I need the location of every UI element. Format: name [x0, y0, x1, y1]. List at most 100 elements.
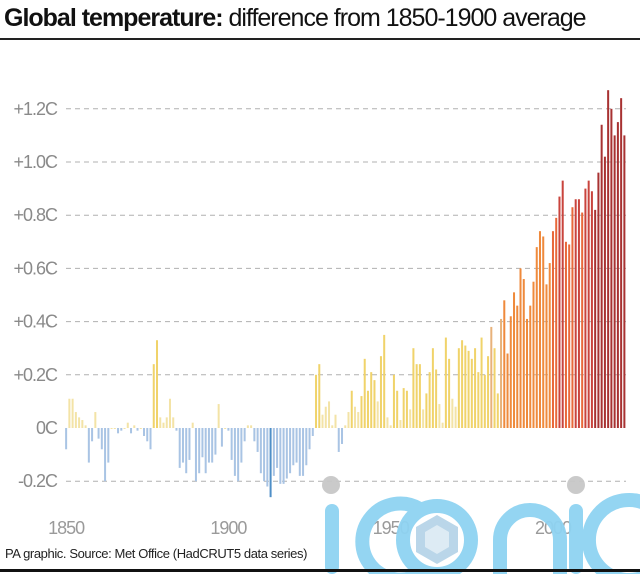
bar-1941: [360, 396, 363, 428]
bar-1999: [548, 263, 551, 428]
bar-1896: [214, 428, 217, 455]
bar-1993: [529, 305, 532, 428]
bar-1981: [490, 326, 493, 428]
bar-1927: [315, 374, 318, 428]
bar-1965: [438, 404, 441, 428]
bar-1907: [250, 425, 253, 428]
bar-1938: [350, 390, 353, 428]
y-axis-ticks: -0.2C 0C +0.2C +0.4C +0.6C +0.8C +1.0C +1.2C: [13, 99, 59, 491]
bar-2014: [597, 172, 600, 428]
bar-1905: [243, 428, 246, 442]
bar-1865: [113, 428, 116, 429]
bar-2013: [594, 209, 597, 428]
bar-1854: [78, 417, 81, 428]
bar-1858: [91, 428, 94, 442]
bar-1885: [178, 428, 181, 468]
x-tick-label: 1900: [210, 518, 247, 538]
bar-1971: [457, 348, 460, 428]
bar-2008: [577, 199, 580, 428]
x-tick-label: 1850: [48, 518, 85, 538]
bar-1851: [68, 398, 71, 428]
bar-1950: [389, 425, 392, 428]
bar-1995: [535, 247, 538, 428]
bar-2019: [613, 135, 616, 428]
bar-1931: [328, 401, 331, 428]
bar-1943: [366, 390, 369, 428]
bar-1878: [156, 340, 159, 428]
bar-1972: [461, 340, 464, 428]
bar-2004: [564, 241, 567, 428]
bar-1973: [464, 345, 467, 428]
bar-1911: [263, 428, 266, 482]
bar-1987: [509, 316, 512, 428]
source-note: PA graphic. Source: Met Office (HadCRUT5…: [5, 546, 308, 561]
chart-title-rest: difference from 1850-1900 average: [222, 4, 587, 32]
bar-2015: [600, 124, 603, 428]
y-tick-label: +0.6C: [13, 258, 58, 278]
bar-1856: [84, 425, 87, 428]
bar-1898: [220, 428, 223, 447]
bar-2005: [568, 244, 571, 428]
bar-1945: [373, 380, 376, 428]
bar-1959: [418, 364, 421, 428]
bar-1958: [415, 364, 418, 428]
bar-1887: [185, 428, 188, 474]
bar-1957: [412, 348, 415, 428]
bar-1920: [292, 428, 295, 466]
bar-1955: [405, 390, 408, 428]
bar-1922: [298, 428, 301, 476]
bar-1924: [305, 428, 308, 466]
bar-1903: [237, 428, 240, 482]
bar-1930: [324, 406, 327, 428]
bar-1988: [513, 292, 516, 428]
bar-1868: [123, 428, 126, 429]
bar-1969: [451, 398, 454, 428]
bar-1853: [74, 412, 77, 428]
bar-1964: [435, 369, 438, 428]
bottom-divider: [0, 569, 640, 572]
bar-1855: [81, 420, 84, 428]
bar-2006: [571, 207, 574, 428]
bar-1944: [370, 372, 373, 428]
bar-2010: [584, 188, 587, 428]
bar-1899: [224, 428, 227, 429]
bar-1888: [188, 428, 191, 460]
bar-1968: [448, 358, 451, 428]
bar-1963: [431, 348, 434, 428]
bar-1974: [467, 350, 470, 428]
bar-1989: [516, 305, 519, 428]
bar-1880: [162, 422, 165, 428]
bar-1891: [198, 428, 201, 474]
bar-1875: [146, 428, 149, 442]
bar-1869: [126, 422, 129, 428]
bar-1979: [483, 374, 486, 428]
bar-2018: [610, 108, 613, 429]
bar-1961: [425, 393, 428, 428]
bar-1879: [159, 417, 162, 428]
bar-1980: [487, 356, 490, 428]
bar-1975: [470, 358, 473, 428]
bar-1970: [454, 406, 457, 428]
bar-1912: [266, 428, 269, 487]
bar-1928: [318, 364, 321, 428]
bar-1933: [334, 414, 337, 428]
bar-1877: [152, 364, 155, 428]
bar-1873: [139, 428, 142, 429]
bar-1984: [500, 318, 503, 428]
bar-1942: [363, 358, 366, 428]
y-tick-label: 0C: [36, 418, 58, 438]
bar-2011: [587, 180, 590, 428]
bar-1909: [256, 428, 259, 452]
bar-1926: [311, 428, 314, 436]
x-axis-ticks: 1850 1900 1950 2000: [48, 518, 573, 538]
bar-1936: [344, 425, 347, 428]
bar-1946: [376, 401, 379, 428]
bar-2000: [551, 231, 554, 428]
x-tick-label: 1950: [373, 518, 410, 538]
bar-1925: [308, 428, 311, 450]
bar-1900: [227, 428, 230, 431]
bar-1932: [331, 425, 334, 428]
bar-1992: [526, 318, 529, 428]
bar-1948: [383, 334, 386, 428]
bar-1886: [181, 428, 184, 463]
